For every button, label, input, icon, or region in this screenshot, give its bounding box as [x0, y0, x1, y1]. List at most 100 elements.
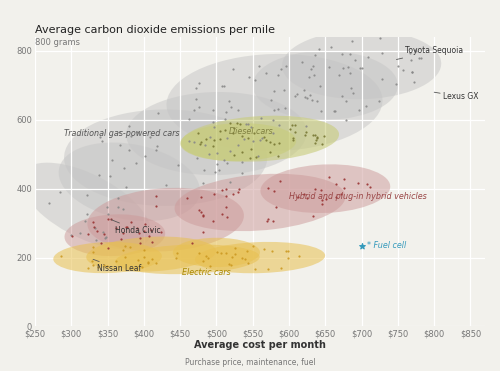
Point [294, 253, 302, 259]
Point [117, 236, 125, 242]
Point [410, 79, 418, 85]
Point [294, 194, 302, 200]
Point [98, 240, 106, 246]
Point [288, 137, 296, 143]
Point [394, 63, 402, 69]
Point [234, 107, 242, 113]
Point [282, 63, 290, 69]
Ellipse shape [126, 92, 306, 175]
Point [408, 69, 416, 75]
Point [201, 142, 209, 148]
Point [238, 133, 246, 139]
Point [274, 153, 281, 159]
Point [90, 224, 98, 230]
Point [200, 180, 207, 186]
Point [311, 52, 319, 58]
Point [313, 135, 321, 141]
Point [197, 209, 205, 215]
Point [198, 258, 206, 264]
Point [315, 46, 323, 52]
Point [316, 83, 324, 89]
Point [290, 135, 298, 141]
Point [406, 50, 414, 56]
Point [128, 133, 136, 139]
Point [95, 172, 103, 178]
Point [334, 72, 342, 78]
Point [120, 255, 128, 260]
Point [104, 216, 112, 221]
Point [230, 125, 238, 131]
Point [416, 55, 424, 61]
Point [200, 167, 208, 173]
Point [312, 98, 320, 104]
Point [83, 192, 91, 198]
Point [94, 264, 102, 270]
Point [376, 36, 384, 42]
Point [218, 187, 226, 193]
Point [258, 115, 266, 121]
Point [221, 116, 229, 122]
Point [268, 248, 276, 254]
Point [101, 234, 109, 240]
Point [338, 66, 346, 72]
Point [238, 159, 246, 165]
Point [134, 257, 142, 263]
Point [209, 219, 217, 224]
Point [114, 204, 122, 210]
Point [222, 193, 230, 199]
Ellipse shape [181, 116, 339, 162]
Point [244, 135, 252, 141]
Text: Average carbon dioxide emissions per mile: Average carbon dioxide emissions per mil… [35, 25, 275, 35]
Point [192, 85, 200, 91]
Point [356, 65, 364, 71]
Point [306, 66, 314, 72]
Text: * Fuel cell: * Fuel cell [368, 241, 406, 250]
Point [314, 134, 322, 139]
Point [358, 243, 366, 249]
Text: Toyota Sequoia: Toyota Sequoia [396, 46, 464, 59]
Point [204, 255, 212, 261]
Point [320, 133, 328, 139]
Point [126, 244, 134, 250]
Ellipse shape [115, 244, 260, 274]
Text: Hybrid and plug-in hybrid vehicles: Hybrid and plug-in hybrid vehicles [289, 192, 427, 201]
Point [46, 200, 54, 206]
Point [68, 233, 76, 239]
X-axis label: Average cost per month: Average cost per month [194, 339, 326, 349]
Point [115, 129, 123, 135]
Point [223, 214, 231, 220]
Point [216, 136, 224, 142]
Point [185, 116, 193, 122]
Point [292, 93, 300, 99]
Point [190, 139, 198, 145]
Point [318, 187, 326, 193]
Point [250, 266, 258, 272]
Point [366, 184, 374, 190]
Point [230, 152, 238, 158]
Point [120, 165, 128, 171]
Point [122, 184, 130, 190]
Point [346, 51, 354, 57]
Point [304, 195, 312, 201]
Point [378, 50, 386, 56]
Point [272, 204, 280, 210]
Point [238, 170, 246, 175]
Ellipse shape [180, 123, 296, 161]
Point [133, 129, 141, 135]
Point [125, 147, 133, 153]
Point [212, 150, 220, 156]
Point [416, 55, 424, 61]
Point [211, 169, 219, 175]
Point [225, 261, 233, 267]
Point [244, 121, 252, 127]
Point [142, 221, 150, 227]
Point [264, 266, 272, 272]
Point [269, 117, 277, 123]
Point [146, 134, 154, 140]
Point [344, 64, 352, 70]
Point [260, 134, 268, 140]
Point [202, 253, 209, 259]
Ellipse shape [86, 237, 216, 272]
Point [236, 121, 244, 127]
Point [232, 120, 240, 126]
